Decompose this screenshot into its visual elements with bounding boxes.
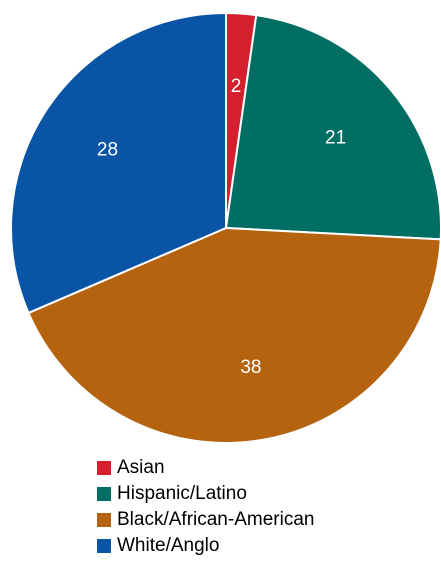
data-label-asian: 2 — [231, 76, 242, 97]
legend-item-black-african-american: Black/African-American — [97, 507, 314, 533]
pie-data-labels: 2 21 38 28 — [97, 76, 346, 378]
legend-item-asian: Asian — [97, 455, 314, 481]
data-label-hispanic-latino: 21 — [325, 127, 346, 148]
legend-swatch-hispanic-latino — [97, 487, 111, 501]
legend-label-white-anglo: White/Anglo — [117, 535, 220, 556]
chart-legend: Asian Hispanic/Latino Black/African-Amer… — [97, 455, 314, 559]
legend-label-asian: Asian — [117, 457, 165, 478]
pie-slice-hispanic-latino — [225, 14, 441, 241]
data-label-black-african-american: 38 — [240, 357, 261, 378]
legend-label-hispanic-latino: Hispanic/Latino — [117, 483, 247, 504]
legend-item-hispanic-latino: Hispanic/Latino — [97, 481, 314, 507]
data-label-white-anglo: 28 — [97, 139, 118, 160]
legend-swatch-black-african-american — [97, 513, 111, 527]
pie-slice-black-african-american — [27, 227, 441, 444]
pie-slice-white-anglo — [10, 12, 227, 314]
legend-swatch-asian — [97, 461, 111, 475]
pie-slices — [10, 12, 441, 444]
legend-swatch-white-anglo — [97, 539, 111, 553]
legend-item-white-anglo: White/Anglo — [97, 533, 314, 559]
pie-chart: 2 21 38 28 — [10, 12, 441, 444]
legend-label-black-african-american: Black/African-American — [117, 509, 315, 530]
